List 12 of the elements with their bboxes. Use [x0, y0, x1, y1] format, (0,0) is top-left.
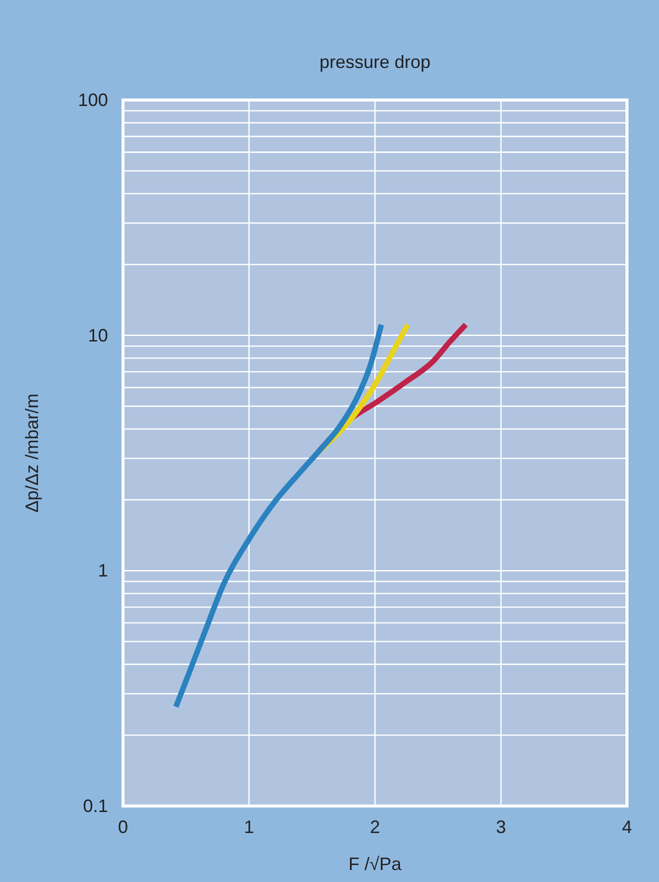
x-tick-label: 2 [370, 817, 380, 837]
x-tick-label: 1 [244, 817, 254, 837]
y-tick-label: 1 [98, 560, 108, 581]
y-tick-label: 0.1 [82, 796, 108, 816]
x-axis-title: F /√Pa [348, 854, 402, 874]
chart-title: pressure drop [319, 52, 431, 72]
x-tick-label: 4 [622, 817, 632, 837]
x-tick-label: 0 [118, 817, 128, 837]
y-tick-label: 10 [88, 325, 108, 346]
y-tick-label: 100 [78, 90, 108, 110]
y-axis-title: Δp/Δz /mbar/m [22, 393, 42, 513]
x-tick-label: 3 [496, 817, 506, 837]
